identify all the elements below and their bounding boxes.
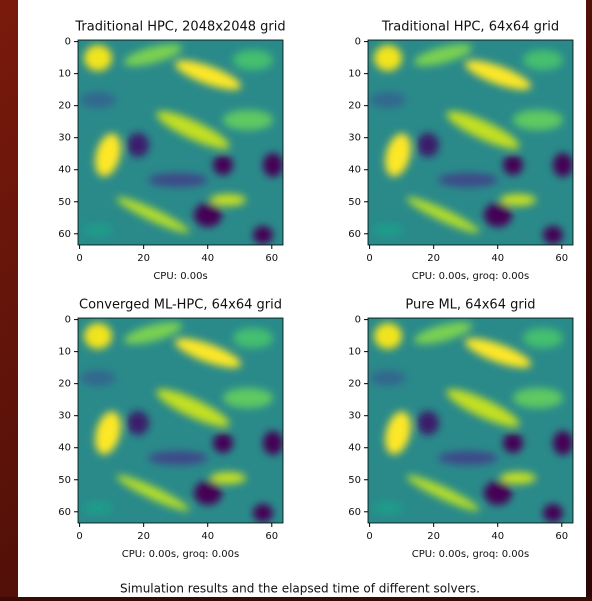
y-tick-label: 60 [348,229,361,240]
x-tick-label: 20 [427,531,440,542]
panel-title: Converged ML-HPC, 64x64 grid [79,298,282,313]
page: Simulation results and the elapsed time … [0,0,592,597]
y-tick-label: 20 [348,101,361,112]
x-tick-label: 0 [366,531,372,542]
y-tick-label: 30 [58,411,71,422]
heatmap-image [368,40,573,245]
y-tick-label: 20 [58,101,71,112]
x-tick-label: 20 [137,253,150,264]
x-axis-label: CPU: 0.00s [153,271,207,282]
x-tick-label: 0 [366,253,372,264]
y-tick-label: 30 [348,411,361,422]
x-tick-label: 60 [555,253,568,264]
x-tick-label: 20 [137,531,150,542]
x-tick-label: 60 [265,531,278,542]
y-tick-label: 50 [348,197,361,208]
x-tick-label: 40 [201,531,214,542]
x-axis-label: CPU: 0.00s, groq: 0.00s [412,549,529,560]
y-tick-label: 60 [58,507,71,518]
y-tick-label: 10 [348,69,361,80]
heatmap-image [78,318,283,523]
x-tick-label: 40 [491,531,504,542]
panel-title: Traditional HPC, 64x64 grid [381,20,559,35]
y-tick-label: 20 [58,379,71,390]
y-tick-label: 40 [348,165,361,176]
y-tick-label: 0 [65,315,71,326]
x-tick-label: 60 [555,531,568,542]
x-tick-label: 0 [76,531,82,542]
y-tick-label: 40 [58,165,71,176]
y-tick-label: 50 [58,197,71,208]
y-tick-label: 10 [58,347,71,358]
panel-title: Pure ML, 64x64 grid [405,298,535,313]
y-tick-label: 60 [348,507,361,518]
panel-title: Traditional HPC, 2048x2048 grid [74,20,285,35]
x-tick-label: 60 [265,253,278,264]
x-axis-label: CPU: 0.00s, groq: 0.00s [412,271,529,282]
y-tick-label: 10 [58,69,71,80]
y-tick-label: 60 [58,229,71,240]
x-axis-label: CPU: 0.00s, groq: 0.00s [122,549,239,560]
y-tick-label: 0 [65,37,71,48]
y-tick-label: 10 [348,347,361,358]
caption: Simulation results and the elapsed time … [120,582,480,596]
y-tick-label: 30 [348,133,361,144]
y-tick-label: 0 [355,315,361,326]
y-tick-label: 50 [58,475,71,486]
y-tick-label: 50 [348,475,361,486]
x-tick-label: 20 [427,253,440,264]
slide: Simulation results and the elapsed time … [0,0,592,597]
y-tick-label: 40 [58,443,71,454]
y-tick-label: 20 [348,379,361,390]
x-tick-label: 40 [491,253,504,264]
heatmap-image [368,318,573,523]
y-tick-label: 0 [355,37,361,48]
heatmap-image [78,40,283,245]
x-tick-label: 40 [201,253,214,264]
x-tick-label: 0 [76,253,82,264]
y-tick-label: 30 [58,133,71,144]
y-tick-label: 40 [348,443,361,454]
